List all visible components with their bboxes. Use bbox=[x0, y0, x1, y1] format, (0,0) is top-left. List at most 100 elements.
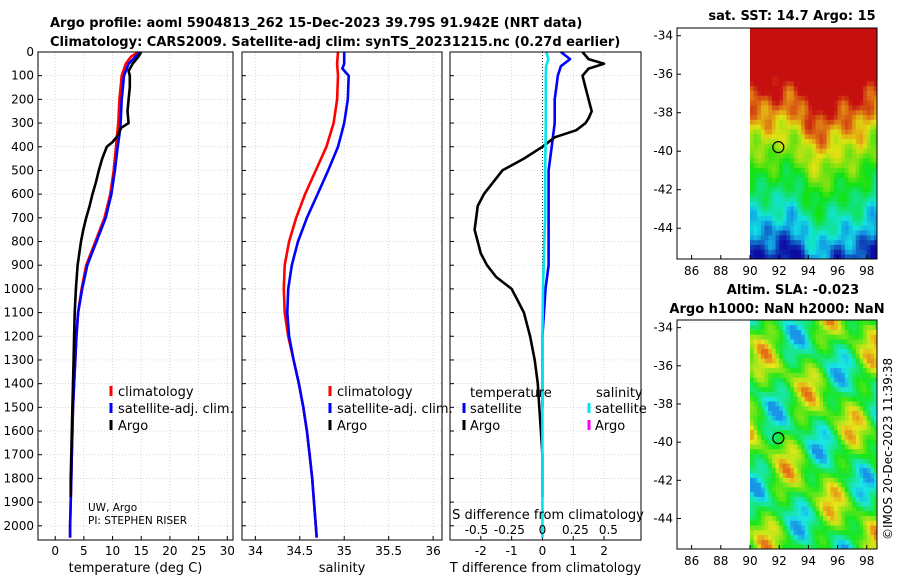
map-cell bbox=[782, 458, 787, 464]
map-cell bbox=[815, 191, 820, 197]
map-cell bbox=[764, 424, 769, 431]
map-cell bbox=[822, 201, 828, 207]
y-tick-label: 700 bbox=[11, 211, 34, 225]
map-cell bbox=[749, 234, 755, 241]
map-cell bbox=[863, 429, 868, 435]
map-cell bbox=[837, 157, 842, 164]
map-cell bbox=[786, 334, 791, 340]
map-cell bbox=[848, 401, 853, 407]
map-cell bbox=[771, 496, 776, 502]
map-cell bbox=[808, 239, 813, 245]
map-cell bbox=[801, 324, 806, 330]
map-cell bbox=[790, 114, 795, 120]
map-cell bbox=[786, 386, 791, 392]
map-cell bbox=[812, 424, 817, 431]
map-cell bbox=[804, 482, 809, 488]
map-cell bbox=[855, 405, 860, 412]
map-cell bbox=[863, 95, 868, 101]
map-cell bbox=[852, 129, 857, 135]
map-cell bbox=[859, 515, 864, 521]
map-cell bbox=[801, 191, 806, 197]
map-cell bbox=[790, 157, 795, 164]
map-cell bbox=[786, 129, 791, 135]
map-cell bbox=[852, 71, 857, 77]
map-cell bbox=[874, 153, 878, 159]
map-cell bbox=[848, 463, 853, 469]
map-cell bbox=[870, 410, 875, 416]
map-cell bbox=[790, 196, 795, 202]
map-cell bbox=[852, 249, 857, 255]
map-cell bbox=[819, 172, 824, 178]
map-cell bbox=[757, 138, 762, 144]
map-cell bbox=[848, 520, 853, 526]
map-cell bbox=[786, 391, 791, 397]
map-cell bbox=[782, 254, 787, 260]
map-cell bbox=[874, 119, 878, 125]
map-cell bbox=[779, 372, 784, 378]
map-cell bbox=[863, 367, 868, 373]
map-cell bbox=[822, 501, 828, 507]
map-cell bbox=[841, 148, 846, 154]
map-cell bbox=[753, 234, 758, 241]
map-cell bbox=[764, 382, 769, 388]
map-cell bbox=[749, 486, 755, 493]
map-cell bbox=[779, 210, 784, 217]
map-cell bbox=[790, 52, 795, 58]
map-cell bbox=[793, 239, 798, 245]
map-cell bbox=[797, 477, 802, 483]
map-cell bbox=[863, 230, 868, 236]
map-cell bbox=[749, 42, 755, 48]
map-cell bbox=[757, 477, 762, 483]
map-cell bbox=[775, 410, 780, 416]
map-cell bbox=[819, 372, 824, 378]
map-cell bbox=[866, 525, 871, 531]
map-cell bbox=[848, 129, 853, 135]
map-cell bbox=[804, 133, 809, 140]
map-cell bbox=[848, 215, 853, 221]
map-cell bbox=[749, 382, 755, 388]
map-cell bbox=[786, 401, 791, 407]
map-cell bbox=[764, 501, 769, 507]
map-cell bbox=[757, 372, 762, 378]
map-cell bbox=[804, 544, 809, 550]
map-cell bbox=[782, 129, 787, 135]
map-cell bbox=[874, 339, 878, 345]
map-cell bbox=[859, 391, 864, 397]
map-cell bbox=[801, 377, 806, 383]
map-cell bbox=[863, 386, 868, 392]
map-cell bbox=[841, 358, 846, 364]
y-tick-label: 1400 bbox=[3, 377, 34, 391]
map-cell bbox=[779, 329, 784, 335]
map-cell bbox=[797, 80, 802, 87]
map-cell bbox=[764, 420, 769, 426]
map-cell bbox=[848, 506, 853, 512]
map-cell bbox=[855, 56, 860, 63]
map-cell bbox=[874, 458, 878, 464]
map-cell bbox=[874, 186, 878, 193]
map-cell bbox=[782, 157, 787, 164]
map-cell bbox=[804, 157, 809, 164]
map-cell bbox=[874, 148, 878, 154]
map-cell bbox=[855, 85, 860, 91]
map-cell bbox=[848, 124, 853, 130]
map-cell bbox=[760, 429, 765, 435]
map-cell bbox=[786, 424, 791, 431]
map-cell bbox=[782, 90, 787, 96]
map-cell bbox=[830, 463, 835, 469]
map-cell bbox=[870, 429, 875, 435]
map-cell bbox=[749, 420, 755, 426]
map-cell bbox=[771, 109, 776, 116]
map-cell bbox=[771, 429, 776, 435]
map-cell bbox=[786, 109, 791, 116]
map-cell bbox=[870, 367, 875, 373]
map-cell bbox=[859, 501, 864, 507]
map-cell bbox=[874, 429, 878, 435]
map-cell bbox=[833, 186, 838, 193]
map-cell bbox=[855, 157, 860, 164]
map-cell bbox=[833, 52, 838, 58]
map-cell bbox=[870, 153, 875, 159]
map-cell bbox=[844, 396, 849, 402]
map-cell bbox=[822, 458, 828, 464]
map-cell bbox=[768, 329, 773, 335]
